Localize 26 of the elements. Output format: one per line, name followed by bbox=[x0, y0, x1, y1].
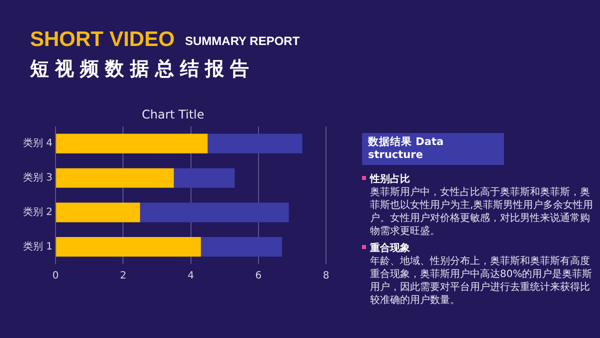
x-tick-label: 2 bbox=[120, 270, 126, 282]
text: 短视频数据总结报告 bbox=[30, 57, 255, 82]
x-tick-label: 0 bbox=[52, 270, 59, 282]
y-tick-label: 类别 1 bbox=[22, 240, 53, 252]
text: 年龄、地域、性别分布上，奥菲斯和奥菲斯有高度重合现象，奥菲斯用户中高达80%的用户是奥菲斯用户，因此需要对平台用户进行去重统计来获得比较准确的用户数量。 bbox=[369, 255, 594, 307]
chart-title: Chart Title bbox=[142, 107, 204, 122]
bar bbox=[56, 202, 140, 222]
bar bbox=[56, 236, 201, 257]
text: 奥菲斯用户中，女性占比高于奥菲斯和奥菲斯，奥菲斯也以女性用户为主,奥菲斯男性用户多余女性用户。女性用户对价格更敏感，对比男性来说通常购物需求更旺盛。 bbox=[369, 186, 594, 238]
text: SHORT VIDEO bbox=[30, 28, 175, 52]
x-tick-label: 6 bbox=[255, 270, 262, 282]
y-tick-label: 类别 3 bbox=[22, 172, 53, 184]
y-tick-label: 类别 4 bbox=[22, 137, 53, 150]
bar bbox=[200, 236, 282, 257]
bar bbox=[140, 202, 289, 222]
text: 重合现象 bbox=[362, 242, 594, 255]
bar bbox=[174, 168, 235, 188]
bar bbox=[56, 168, 174, 188]
y-tick-label: 类别 2 bbox=[22, 206, 53, 218]
bar bbox=[56, 134, 208, 154]
text: 数据结果 Data structure bbox=[362, 133, 504, 165]
text: SUMMARY REPORT bbox=[185, 34, 300, 48]
bar bbox=[208, 134, 302, 154]
x-tick-label: 4 bbox=[188, 270, 194, 282]
x-tick-label: 8 bbox=[322, 270, 330, 282]
text: 性别占比 bbox=[362, 173, 594, 186]
